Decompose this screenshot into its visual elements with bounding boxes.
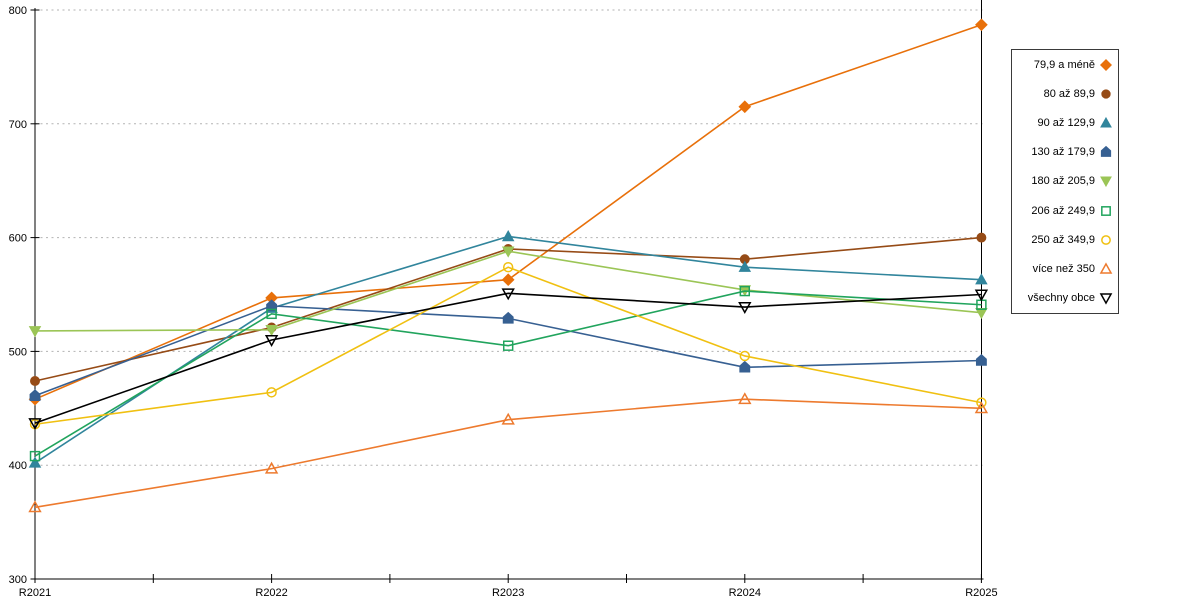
legend-marker (1099, 293, 1113, 305)
legend-item: 206 až 249,9 (1012, 196, 1118, 225)
legend-item: 180 až 205,9 (1012, 167, 1118, 196)
data-point-marker (264, 335, 279, 347)
data-point-marker (501, 273, 515, 287)
y-tick-label: 700 (9, 119, 27, 131)
legend-item: více než 350 (1012, 255, 1118, 284)
y-tick-label: 500 (9, 346, 27, 358)
legend-label: 180 až 205,9 (1031, 175, 1095, 188)
legend-label: 90 až 129,9 (1037, 117, 1096, 130)
data-point-marker (264, 461, 279, 474)
data-point-marker (502, 311, 514, 324)
data-point-marker (739, 285, 751, 297)
x-tick-label: R2024 (729, 587, 761, 599)
data-point-marker (738, 302, 752, 314)
data-point-marker (976, 397, 987, 408)
data-point-marker (738, 260, 752, 272)
x-tick-label: R2022 (255, 587, 287, 599)
legend-marker (1100, 116, 1112, 128)
y-tick-label: 600 (9, 233, 27, 245)
series-line (34, 24, 982, 400)
circle-icon (1101, 234, 1111, 245)
legend-marker (1101, 89, 1111, 99)
data-point-marker (501, 246, 515, 258)
diamond-icon (1100, 58, 1112, 71)
data-point-marker (975, 18, 988, 32)
legend-item: 130 až 179,9 (1012, 138, 1118, 167)
legend-item: 90 až 129,9 (1012, 109, 1118, 138)
data-point-marker (501, 412, 515, 425)
circle-icon (1101, 89, 1111, 99)
legend-marker (1101, 205, 1111, 216)
legend-marker (1100, 58, 1112, 71)
legend-label: 250 až 349,9 (1031, 233, 1095, 246)
x-tick-label: R2025 (965, 587, 997, 599)
data-point-marker (738, 100, 752, 114)
data-point-marker (974, 401, 989, 414)
legend-label: více než 350 (1032, 263, 1095, 275)
triangle-up-icon (1100, 116, 1112, 128)
data-point-marker (975, 353, 987, 366)
y-tick-label: 800 (9, 5, 27, 17)
triangle-up-icon (1099, 262, 1113, 274)
data-point-marker (28, 500, 42, 513)
legend-item: všechny obce (1012, 284, 1118, 313)
legend-label: 80 až 89,9 (1043, 87, 1095, 100)
x-tick-label: R2023 (492, 587, 524, 599)
legend-marker (1101, 234, 1111, 245)
data-point-marker (502, 340, 514, 351)
legend-marker (1099, 262, 1113, 274)
legend-label: 79,9 a méně (1033, 58, 1095, 71)
data-point-marker (265, 325, 278, 337)
square-icon (1101, 205, 1111, 216)
data-point-marker (28, 326, 42, 338)
data-point-marker (502, 261, 514, 273)
data-point-marker (30, 376, 40, 386)
legend: 79,9 a méně 80 až 89,9 90 až 129,9 130 až 1… (1011, 49, 1119, 314)
triangle-down-icon (1099, 293, 1113, 305)
data-point-marker (28, 418, 42, 431)
series-line (34, 236, 982, 382)
legend-label: 130 až 179,9 (1031, 146, 1095, 159)
y-tick-label: 400 (9, 460, 27, 472)
x-tick-label: R2021 (19, 587, 51, 599)
legend-item: 79,9 a méně (1012, 50, 1118, 79)
series-line (34, 398, 982, 509)
data-point-marker (266, 308, 277, 320)
legend-item: 250 až 349,9 (1012, 225, 1118, 254)
data-point-marker (29, 450, 41, 462)
series-line (34, 266, 982, 426)
data-point-marker (739, 360, 751, 373)
data-point-marker (975, 273, 988, 285)
pentagon-icon (1100, 146, 1112, 158)
data-point-marker (28, 456, 42, 468)
data-point-marker (501, 230, 515, 242)
legend-marker (1100, 146, 1112, 158)
data-point-marker (29, 389, 41, 401)
series-line (34, 290, 982, 457)
data-point-marker (739, 350, 751, 362)
data-point-marker (501, 288, 515, 301)
legend-item: 80 až 89,9 (1012, 79, 1118, 108)
legend-label: všechny obce (1027, 292, 1095, 305)
data-point-marker (738, 392, 752, 405)
data-point-marker (976, 232, 987, 243)
legend-label: 206 až 249,9 (1031, 204, 1095, 217)
data-point-marker (266, 299, 278, 312)
triangle-down-icon (1100, 176, 1112, 188)
data-point-marker (266, 387, 277, 398)
legend-marker (1100, 176, 1112, 188)
y-tick-label: 300 (9, 574, 27, 586)
data-point-marker (974, 289, 989, 302)
series-line (34, 292, 982, 424)
